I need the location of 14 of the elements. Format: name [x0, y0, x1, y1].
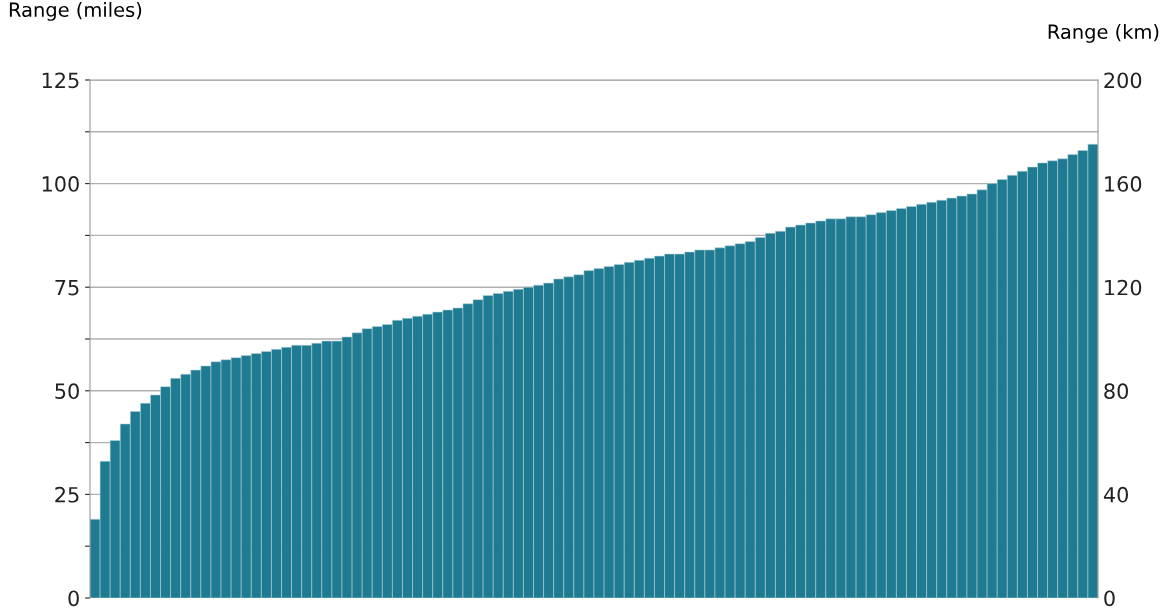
- y-tick-label: 75: [55, 279, 79, 296]
- y2-axis-title: Range (km): [1048, 24, 1159, 43]
- y2-tick-label: 120: [1105, 279, 1142, 296]
- y2-tick-label: 40: [1103, 486, 1128, 503]
- y-tick-label: 0: [68, 590, 79, 607]
- y-tick-label: 50: [55, 383, 79, 400]
- y2-tick-label: 160: [1105, 176, 1142, 192]
- y-tick-label: 125: [42, 72, 79, 89]
- y-tick-label: 25: [55, 486, 79, 503]
- y2-tick-label: 80: [1104, 383, 1128, 400]
- y2-tick-label: 200: [1104, 72, 1142, 89]
- y2-tick-label: 0: [1104, 590, 1115, 607]
- y-axis-title: Range (miles): [9, 2, 142, 21]
- y-tick-label: 100: [42, 176, 79, 192]
